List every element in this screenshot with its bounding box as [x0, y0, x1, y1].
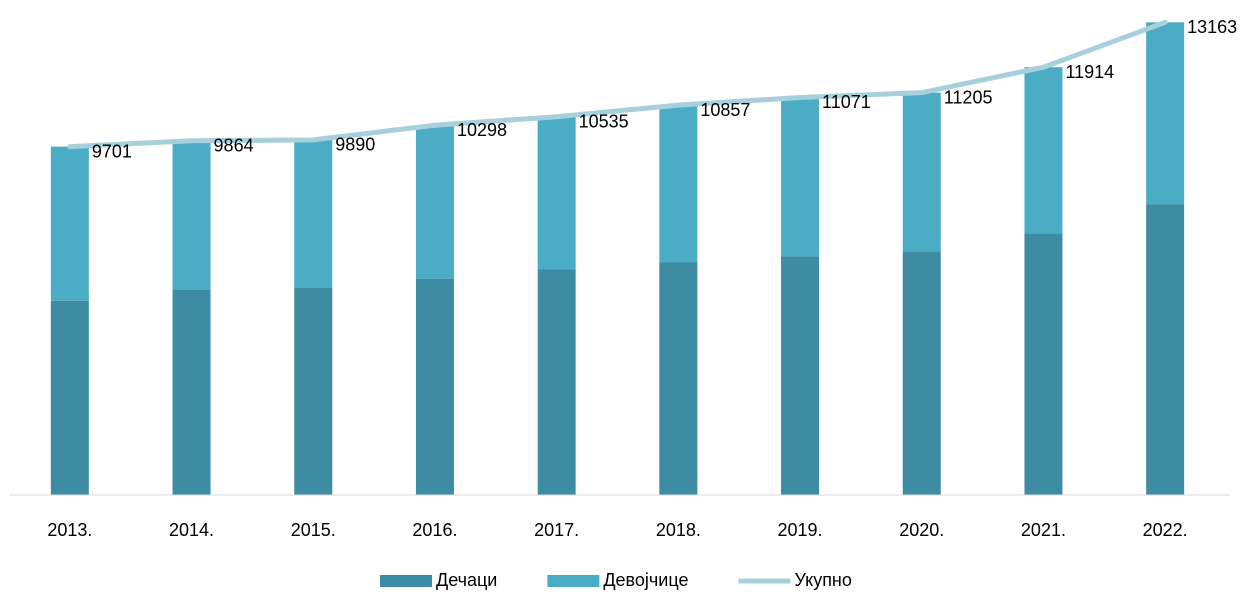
- data-label: 10857: [700, 100, 750, 120]
- legend-swatch: [380, 575, 432, 587]
- x-tick-label: 2015.: [291, 520, 336, 540]
- data-label: 10298: [457, 120, 507, 140]
- x-tick-label: 2020.: [899, 520, 944, 540]
- x-tick-label: 2013.: [47, 520, 92, 540]
- bar-segment: [537, 116, 576, 270]
- bar-segment: [902, 92, 941, 252]
- legend-label: Дечаци: [436, 570, 497, 590]
- legend-label: Укупно: [794, 570, 851, 590]
- bar-segment: [1146, 204, 1185, 496]
- bar-segment: [294, 287, 333, 495]
- data-label: 11071: [822, 92, 871, 112]
- bar-segment: [50, 300, 89, 495]
- data-label: 9701: [92, 141, 132, 161]
- data-label: 11205: [944, 87, 993, 107]
- bar-segment: [415, 125, 454, 279]
- legend-swatch: [547, 575, 600, 587]
- bar-segment: [294, 139, 333, 288]
- bar-segment: [172, 140, 211, 290]
- bar-segment: [415, 278, 454, 495]
- bar-segment: [659, 105, 698, 263]
- bar-segment: [781, 256, 820, 495]
- x-tick-label: 2022.: [1143, 520, 1188, 540]
- bar-segment: [50, 146, 89, 301]
- bar-segment: [781, 97, 820, 257]
- x-tick-label: 2018.: [656, 520, 701, 540]
- bar-segment: [537, 269, 576, 495]
- x-tick-label: 2014.: [169, 520, 214, 540]
- x-tick-label: 2016.: [412, 520, 457, 540]
- data-label: 9890: [335, 135, 375, 155]
- x-tick-label: 2017.: [534, 520, 579, 540]
- data-label: 10535: [579, 111, 629, 131]
- bar-segment: [1024, 67, 1063, 234]
- data-label: 9864: [214, 136, 254, 156]
- bar-segment: [659, 262, 698, 495]
- total-line: [67, 19, 1168, 150]
- bar-segment: [1024, 233, 1063, 496]
- data-label: 11914: [1065, 62, 1114, 82]
- bar-segment: [902, 251, 941, 495]
- data-label: 13163: [1187, 17, 1237, 37]
- legend-label: Девојчице: [603, 570, 688, 590]
- bar-segment: [172, 289, 211, 495]
- x-tick-label: 2021.: [1021, 520, 1066, 540]
- x-tick-label: 2019.: [778, 520, 823, 540]
- bar-segment: [1146, 22, 1185, 205]
